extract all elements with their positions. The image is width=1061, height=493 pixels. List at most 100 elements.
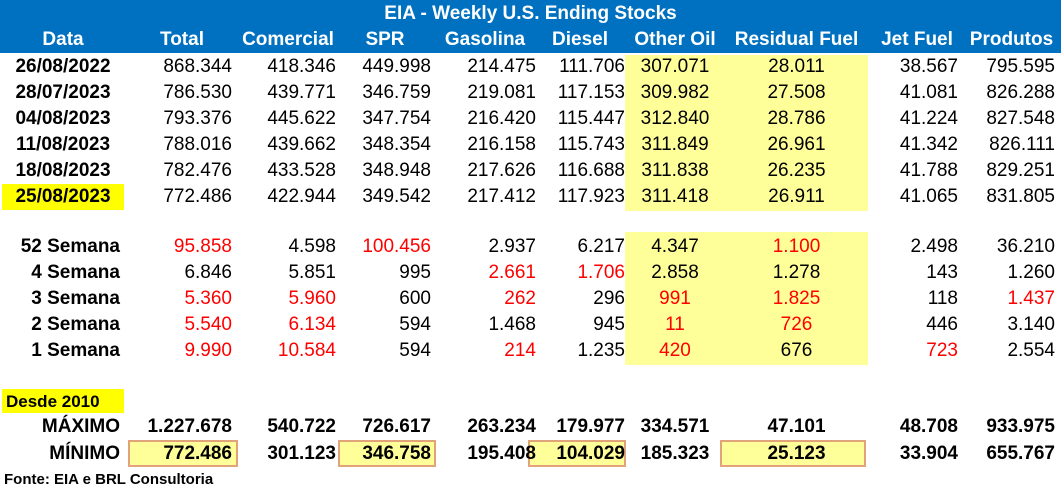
cell: 296 <box>593 288 625 309</box>
cell: 41.224 <box>899 108 958 129</box>
cell: 6.217 <box>577 236 625 257</box>
cell: 111.706 <box>559 56 625 77</box>
cell: 1.235 <box>577 340 625 361</box>
cell: 2.937 <box>488 236 536 257</box>
cell: 116.688 <box>557 160 625 181</box>
cell: 104.029 <box>556 443 625 464</box>
cell: 117.153 <box>557 82 625 103</box>
row-date: 11/08/2023 <box>15 134 111 155</box>
cell: 95.858 <box>173 236 232 257</box>
cell: 5.360 <box>184 288 232 309</box>
cell: 772.486 <box>163 186 232 207</box>
col-header-diesel: Diesel <box>552 29 608 50</box>
cell: 219.081 <box>467 82 536 103</box>
cell: 11 <box>665 314 685 335</box>
cell: 1.706 <box>577 262 625 283</box>
row-period-label: 52 Semana <box>20 236 120 257</box>
cell: 6.846 <box>184 262 232 283</box>
cell: 25.123 <box>767 443 826 464</box>
cell: 301.123 <box>267 443 336 464</box>
cell: 307.071 <box>640 56 710 77</box>
row-date: 28/07/2023 <box>15 82 111 103</box>
cell: 1.825 <box>772 288 821 309</box>
table-row: 1 Semana 9.990 10.584 594 214 1.235 420 676 723 2… <box>0 338 1061 364</box>
cell: 185.323 <box>640 443 710 464</box>
table-row: 3 Semana 5.360 5.960 600 262 296 991 1.825 118 1.… <box>0 286 1061 312</box>
cell: 422.944 <box>267 186 336 207</box>
table-row: 18/08/2023 782.476 433.528 348.948 217.626 11… <box>0 158 1061 184</box>
cell: 38.567 <box>899 56 958 77</box>
cell: 826.111 <box>989 134 1055 155</box>
cell: 100.456 <box>362 236 431 257</box>
cell: 217.626 <box>467 160 536 181</box>
table-title: EIA - Weekly U.S. Ending Stocks <box>0 0 1061 26</box>
cell: 143 <box>926 262 958 283</box>
cell: 27.508 <box>767 82 826 103</box>
cell: 346.759 <box>362 82 431 103</box>
cell: 676 <box>780 340 813 361</box>
cell: 2.661 <box>488 262 536 283</box>
col-header-gasolina: Gasolina <box>444 29 526 50</box>
cell: 41.342 <box>899 134 958 155</box>
cell: 1.468 <box>488 314 536 335</box>
cell: 433.528 <box>267 160 336 181</box>
cell: 5.851 <box>288 262 336 283</box>
cell: 41.065 <box>899 186 958 207</box>
table-row: 28/07/2023 786.530 439.771 346.759 219.081 11… <box>0 80 1061 106</box>
cell: 826.288 <box>986 82 1055 103</box>
cell: 945 <box>593 314 625 335</box>
cell: 214 <box>504 340 536 361</box>
cell: 2.498 <box>910 236 958 257</box>
cell: 36.210 <box>996 236 1055 257</box>
cell: 772.486 <box>163 443 232 464</box>
min-box-total <box>128 440 238 467</box>
cell: 348.948 <box>362 160 431 181</box>
cell: 5.540 <box>184 314 232 335</box>
min-box-spr <box>338 440 436 467</box>
cell: 347.754 <box>362 108 431 129</box>
table-row: 52 Semana 95.858 4.598 100.456 2.937 6.217 4.3… <box>0 234 1061 260</box>
cell: 445.622 <box>267 108 336 129</box>
table-row: 25/08/2023 772.486 422.944 349.542 217.412 11… <box>0 184 1061 210</box>
cell: 118 <box>927 288 958 309</box>
minimo-label: MÍNIMO <box>49 443 120 464</box>
cell: 3.140 <box>1007 314 1055 335</box>
col-header-comercial: Comercial <box>242 29 334 50</box>
cell: 786.530 <box>163 82 232 103</box>
cell: 933.975 <box>986 416 1055 437</box>
cell: 1.227.678 <box>147 416 232 437</box>
cell: 827.548 <box>986 108 1055 129</box>
cell: 33.904 <box>899 443 958 464</box>
col-header-other-oil: Other Oil <box>634 29 716 50</box>
cell: 5.960 <box>288 288 336 309</box>
cell: 991 <box>659 288 691 309</box>
highlight-weekly-block <box>625 55 868 211</box>
cell: 115.743 <box>557 134 625 155</box>
cell: 4.347 <box>651 236 699 257</box>
min-box-residual <box>720 440 866 467</box>
cell: 26.961 <box>767 134 826 155</box>
cell: 782.476 <box>163 160 232 181</box>
cell: 28.786 <box>767 108 826 129</box>
source-note: Fonte: EIA e BRL Consultoria <box>4 471 214 488</box>
cell: 1.100 <box>772 236 821 257</box>
cell: 309.982 <box>640 82 710 103</box>
cell: 47.101 <box>767 416 826 437</box>
cell: 311.838 <box>641 160 709 181</box>
cell: 868.344 <box>163 56 232 77</box>
cell: 216.158 <box>467 134 536 155</box>
row-period-label: 4 Semana <box>31 262 120 283</box>
cell: 1.437 <box>1007 288 1055 309</box>
col-header-residual-fuel: Residual Fuel <box>734 29 859 50</box>
cell: 48.708 <box>899 416 958 437</box>
cell: 115.447 <box>557 108 625 129</box>
cell: 346.758 <box>362 443 431 464</box>
cell: 214.475 <box>467 56 536 77</box>
row-period-label: 3 Semana <box>31 288 120 309</box>
cell: 217.412 <box>467 186 536 207</box>
cell: 831.805 <box>986 186 1055 207</box>
cell: 655.767 <box>986 443 1055 464</box>
cell: 1.260 <box>1007 262 1055 283</box>
cell: 26.235 <box>767 160 826 181</box>
col-header-produtos: Produtos <box>969 29 1054 50</box>
